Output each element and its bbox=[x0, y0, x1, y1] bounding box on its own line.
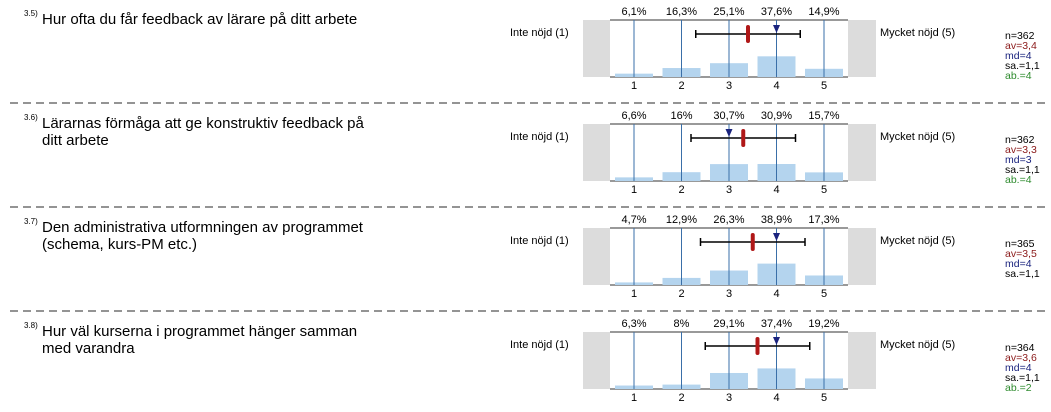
stat-n: n=362 bbox=[1005, 30, 1035, 42]
item-number: 3.5) bbox=[24, 9, 38, 18]
category-label: 1 bbox=[631, 288, 637, 300]
value-label: 6,1% bbox=[621, 6, 646, 18]
gray-box bbox=[583, 228, 610, 285]
value-label: 12,9% bbox=[666, 214, 697, 226]
stat-mean: av=3,4 bbox=[1005, 40, 1037, 52]
right-label: Mycket nöjd (5) bbox=[880, 339, 955, 351]
value-label: 19,2% bbox=[808, 318, 839, 330]
value-label: 30,9% bbox=[761, 110, 792, 122]
right-label: Mycket nöjd (5) bbox=[880, 235, 955, 247]
value-label: 29,1% bbox=[713, 318, 744, 330]
category-label: 4 bbox=[773, 288, 779, 300]
value-label: 25,1% bbox=[713, 6, 744, 18]
value-label: 38,9% bbox=[761, 214, 792, 226]
gray-box bbox=[848, 124, 876, 181]
gray-box bbox=[583, 20, 610, 77]
category-label: 4 bbox=[773, 184, 779, 196]
category-label: 3 bbox=[726, 288, 732, 300]
value-label: 26,3% bbox=[713, 214, 744, 226]
value-label: 30,7% bbox=[713, 110, 744, 122]
stat-mean: av=3,3 bbox=[1005, 144, 1037, 156]
median-marker bbox=[773, 233, 780, 241]
stat-mean: av=3,6 bbox=[1005, 352, 1037, 364]
survey-item: 3.6) Lärarnas förmåga att ge konstruktiv … bbox=[10, 110, 1045, 208]
category-label: 2 bbox=[678, 80, 684, 92]
category-label: 4 bbox=[773, 80, 779, 92]
stat-sd: sa.=1,1 bbox=[1005, 372, 1040, 384]
gray-box bbox=[848, 20, 876, 77]
mean-marker bbox=[746, 25, 750, 43]
question: ditt arbete bbox=[42, 132, 109, 149]
left-label: Inte nöjd (1) bbox=[510, 131, 569, 143]
gray-box bbox=[848, 332, 876, 389]
category-label: 5 bbox=[821, 184, 827, 196]
category-label: 1 bbox=[631, 392, 637, 404]
mean-marker bbox=[755, 337, 760, 355]
stat-sd: sa.=1,1 bbox=[1005, 164, 1040, 176]
category-label: 5 bbox=[821, 80, 827, 92]
gray-box bbox=[583, 124, 610, 181]
survey-item: 3.7) Den administrativa utformningen av p… bbox=[10, 214, 1045, 312]
stat-median: md=4 bbox=[1005, 50, 1032, 62]
value-label: 6,6% bbox=[621, 110, 646, 122]
item-number: 3.8) bbox=[24, 321, 38, 330]
right-label: Mycket nöjd (5) bbox=[880, 27, 955, 39]
median-marker bbox=[725, 129, 733, 137]
left-label: Inte nöjd (1) bbox=[510, 339, 569, 351]
stat-median: md=4 bbox=[1005, 258, 1032, 270]
value-label: 16% bbox=[670, 110, 692, 122]
gray-box bbox=[848, 228, 876, 285]
stat-n: n=365 bbox=[1005, 238, 1035, 250]
category-label: 5 bbox=[821, 288, 827, 300]
value-label: 6,3% bbox=[621, 318, 646, 330]
stat-median: md=3 bbox=[1005, 154, 1032, 166]
category-label: 3 bbox=[726, 184, 732, 196]
question: Lärarnas förmåga att ge konstruktiv feed… bbox=[42, 115, 365, 132]
stat-ab: ab.=4 bbox=[1005, 70, 1032, 82]
category-label: 2 bbox=[678, 392, 684, 404]
right-label: Mycket nöjd (5) bbox=[880, 131, 955, 143]
value-label: 37,6% bbox=[761, 6, 792, 18]
survey-item: 3.8) Hur väl kurserna i programmet hänger… bbox=[24, 318, 1040, 404]
category-label: 3 bbox=[726, 392, 732, 404]
left-label: Inte nöjd (1) bbox=[510, 27, 569, 39]
mean-marker bbox=[741, 129, 746, 147]
value-label: 17,3% bbox=[808, 214, 839, 226]
item-number: 3.6) bbox=[24, 113, 38, 122]
left-label: Inte nöjd (1) bbox=[510, 235, 569, 247]
gray-box bbox=[583, 332, 610, 389]
stat-ab: ab.=4 bbox=[1005, 174, 1032, 186]
survey-item: 3.5) Hur ofta du får feedback av lärare p… bbox=[10, 6, 1045, 104]
stat-n: n=364 bbox=[1005, 342, 1035, 354]
category-label: 4 bbox=[773, 392, 779, 404]
value-label: 16,3% bbox=[666, 6, 697, 18]
category-label: 2 bbox=[678, 288, 684, 300]
value-label: 15,7% bbox=[808, 110, 839, 122]
stat-median: md=4 bbox=[1005, 362, 1032, 374]
stat-n: n=362 bbox=[1005, 134, 1035, 146]
mean-marker bbox=[750, 233, 755, 251]
stat-ab: ab.=2 bbox=[1005, 382, 1032, 394]
category-label: 1 bbox=[631, 80, 637, 92]
category-label: 5 bbox=[821, 392, 827, 404]
category-label: 1 bbox=[631, 184, 637, 196]
stat-mean: av=3,5 bbox=[1005, 248, 1037, 260]
category-label: 2 bbox=[678, 184, 684, 196]
question: (schema, kurs-PM etc.) bbox=[42, 236, 197, 253]
question: Hur väl kurserna i programmet hänger sam… bbox=[42, 323, 357, 340]
value-label: 8% bbox=[674, 318, 690, 330]
stat-sd: sa.=1,1 bbox=[1005, 268, 1040, 280]
question: Hur ofta du får feedback av lärare på di… bbox=[42, 11, 357, 28]
value-label: 4,7% bbox=[621, 214, 646, 226]
item-number: 3.7) bbox=[24, 217, 38, 226]
question: Den administrativa utformningen av progr… bbox=[42, 219, 364, 236]
median-marker bbox=[773, 337, 780, 345]
value-label: 14,9% bbox=[808, 6, 839, 18]
category-label: 3 bbox=[726, 80, 732, 92]
question: med varandra bbox=[42, 340, 135, 357]
median-marker bbox=[773, 25, 780, 33]
stat-sd: sa.=1,1 bbox=[1005, 60, 1040, 72]
value-label: 37,4% bbox=[761, 318, 792, 330]
